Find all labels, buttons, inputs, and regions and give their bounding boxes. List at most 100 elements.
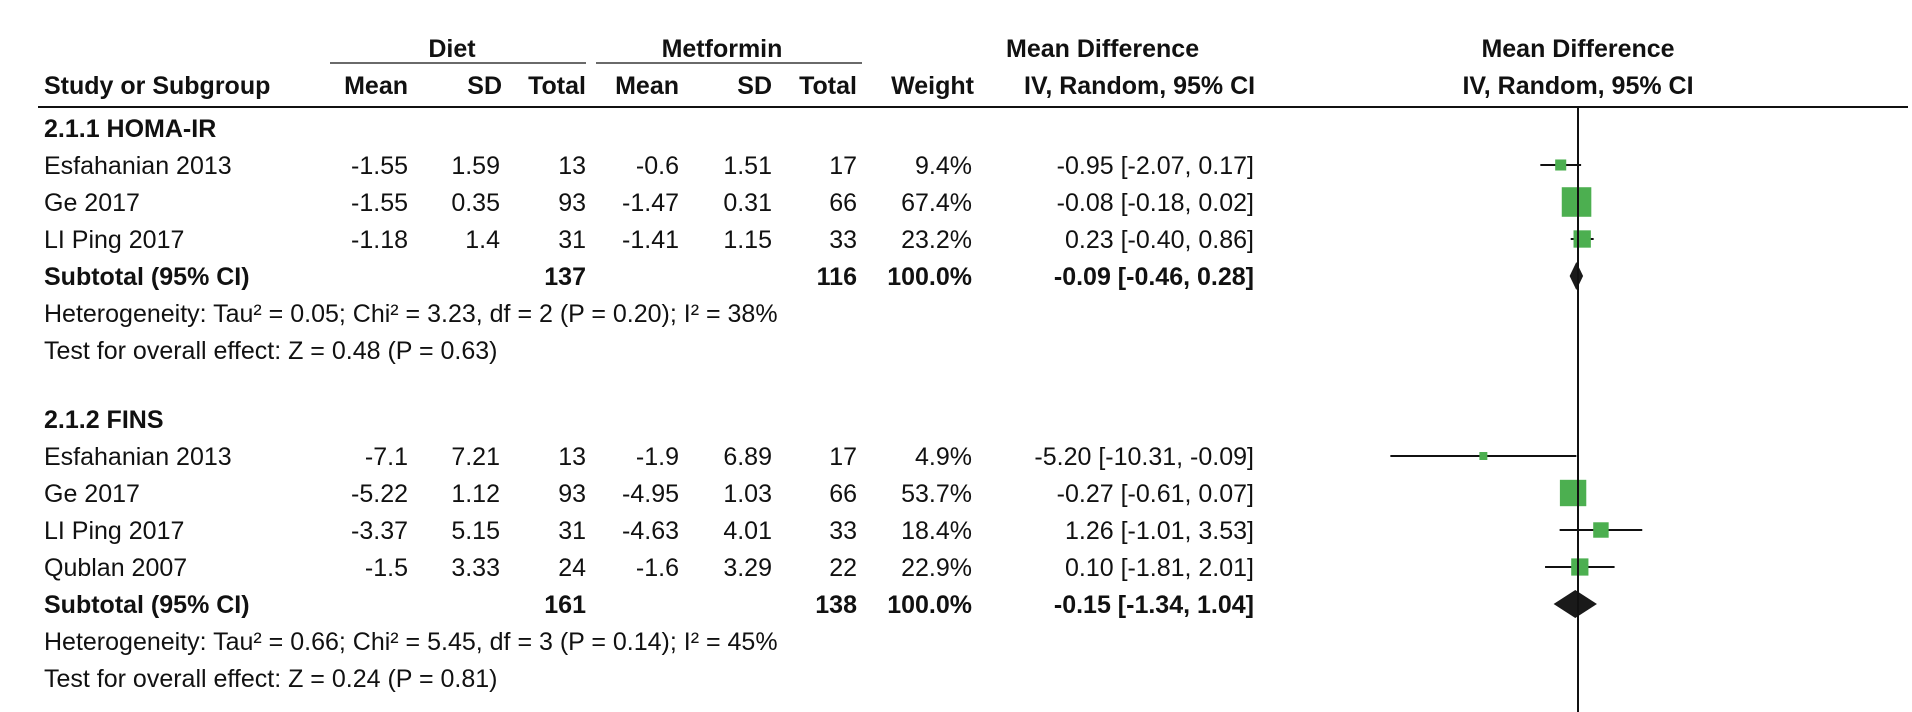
weight-cell: 67.4% [901, 189, 972, 217]
diet-sd-cell: 0.35 [451, 189, 500, 217]
study-name: Esfahanian 2013 [44, 152, 232, 180]
mean-difference-ci-cell: 1.26 [-1.01, 3.53] [1065, 517, 1254, 545]
plot-header-bottom: IV, Random, 95% CI [1462, 72, 1693, 100]
study-name: LI Ping 2017 [44, 517, 184, 545]
mean-difference-ci-cell: -0.95 [-2.07, 0.17] [1057, 152, 1254, 180]
heterogeneity-text: Heterogeneity: Tau² = 0.05; Chi² = 3.23,… [44, 300, 778, 328]
study-point-square [1571, 558, 1589, 576]
diet-sd-cell: 1.12 [451, 480, 500, 508]
metformin-mean-cell: -1.41 [622, 226, 679, 254]
subtotal-diamond [1553, 590, 1597, 618]
metformin-sd-cell: 4.01 [723, 517, 772, 545]
study-point-square [1573, 230, 1591, 248]
mean-difference-column-header: Mean Difference [1006, 35, 1199, 63]
mean-difference-ci-header: IV, Random, 95% CI [1024, 72, 1255, 100]
diet-sd-cell: 5.15 [451, 517, 500, 545]
subtotal-label: Subtotal (95% CI) [44, 591, 250, 619]
diet-mean-header: Mean [344, 72, 408, 100]
metformin-sd-cell: 0.31 [723, 189, 772, 217]
metformin-sd-cell: 6.89 [723, 443, 772, 471]
metformin-sd-cell: 1.51 [723, 152, 772, 180]
diet-total-cell: 93 [558, 189, 586, 217]
study-name: Ge 2017 [44, 480, 140, 508]
weight-cell: 9.4% [915, 152, 972, 180]
subtotal-label: Subtotal (95% CI) [44, 263, 250, 291]
study-name: Ge 2017 [44, 189, 140, 217]
mean-difference-ci-cell: 0.23 [-0.40, 0.86] [1065, 226, 1254, 254]
diet-total-header: Total [528, 72, 586, 100]
metformin-mean-cell: -0.6 [636, 152, 679, 180]
diet-sd-header: SD [467, 72, 502, 100]
plot-header-top: Mean Difference [1481, 35, 1674, 63]
weight-header: Weight [891, 72, 975, 100]
weight-cell: 53.7% [901, 480, 972, 508]
metformin-total-header: Total [799, 72, 857, 100]
metformin-subtotal-total: 138 [815, 591, 857, 619]
diet-mean-cell: -1.55 [351, 152, 408, 180]
metformin-mean-cell: -1.9 [636, 443, 679, 471]
mean-difference-ci-cell: -0.27 [-0.61, 0.07] [1057, 480, 1254, 508]
metformin-total-cell: 66 [829, 189, 857, 217]
subtotal-ci: -0.15 [-1.34, 1.04] [1054, 591, 1254, 619]
metformin-sd-cell: 3.29 [723, 554, 772, 582]
study-point-square [1593, 522, 1609, 538]
diet-mean-cell: -5.22 [351, 480, 408, 508]
diet-subtotal-total: 137 [544, 263, 586, 291]
study-point-square [1555, 159, 1567, 171]
mean-difference-ci-cell: -5.20 [-10.31, -0.09] [1034, 443, 1254, 471]
study-point-square [1559, 479, 1587, 507]
mean-difference-ci-cell: -0.08 [-0.18, 0.02] [1057, 189, 1254, 217]
plot-marks [1390, 107, 1643, 712]
weight-cell: 4.9% [915, 443, 972, 471]
study-column-header: Study or Subgroup [44, 72, 270, 100]
diet-group-header: Diet [428, 35, 476, 63]
overall-effect-text: Test for overall effect: Z = 0.24 (P = 0… [44, 665, 497, 693]
subtotal-ci: -0.09 [-0.46, 0.28] [1054, 263, 1254, 291]
diet-total-cell: 13 [558, 443, 586, 471]
subtotal-weight: 100.0% [887, 591, 972, 619]
diet-subtotal-total: 161 [544, 591, 586, 619]
study-name: Esfahanian 2013 [44, 443, 232, 471]
diet-sd-cell: 1.59 [451, 152, 500, 180]
diet-total-cell: 31 [558, 517, 586, 545]
diet-mean-cell: -1.5 [365, 554, 408, 582]
metformin-total-cell: 33 [829, 517, 857, 545]
subgroup-title: 2.1.1 HOMA-IR [44, 115, 216, 143]
metformin-subtotal-total: 116 [817, 263, 857, 291]
metformin-mean-cell: -1.47 [622, 189, 679, 217]
subgroup-title: 2.1.2 FINS [44, 406, 164, 434]
study-name: LI Ping 2017 [44, 226, 184, 254]
metformin-sd-header: SD [737, 72, 772, 100]
subtotal-diamond [1569, 262, 1584, 290]
study-point-square [1561, 187, 1592, 217]
weight-cell: 18.4% [901, 517, 972, 545]
metformin-total-cell: 66 [829, 480, 857, 508]
metformin-mean-cell: -4.63 [622, 517, 679, 545]
metformin-mean-cell: -4.95 [622, 480, 679, 508]
diet-mean-cell: -1.55 [351, 189, 408, 217]
metformin-sd-cell: 1.15 [723, 226, 772, 254]
study-name: Qublan 2007 [44, 554, 187, 582]
diet-sd-cell: 3.33 [451, 554, 500, 582]
diet-total-cell: 24 [558, 554, 586, 582]
weight-cell: 23.2% [901, 226, 972, 254]
diet-mean-cell: -1.18 [351, 226, 408, 254]
overall-effect-text: Test for overall effect: Z = 0.48 (P = 0… [44, 337, 497, 365]
metformin-mean-header: Mean [615, 72, 679, 100]
diet-sd-cell: 1.4 [465, 226, 500, 254]
heterogeneity-text: Heterogeneity: Tau² = 0.66; Chi² = 5.45,… [44, 628, 778, 656]
mean-difference-ci-cell: 0.10 [-1.81, 2.01] [1065, 554, 1254, 582]
subtotal-weight: 100.0% [887, 263, 972, 291]
metformin-total-cell: 22 [829, 554, 857, 582]
diet-sd-cell: 7.21 [451, 443, 500, 471]
metformin-total-cell: 17 [829, 443, 857, 471]
weight-cell: 22.9% [901, 554, 972, 582]
diet-total-cell: 13 [558, 152, 586, 180]
diet-mean-cell: -7.1 [365, 443, 408, 471]
metformin-total-cell: 17 [829, 152, 857, 180]
metformin-mean-cell: -1.6 [636, 554, 679, 582]
table-body: 2.1.1 HOMA-IR Esfahanian 2013 -1.55 1.59 13 -… [44, 115, 1254, 693]
diet-mean-cell: -3.37 [351, 517, 408, 545]
metformin-sd-cell: 1.03 [723, 480, 772, 508]
